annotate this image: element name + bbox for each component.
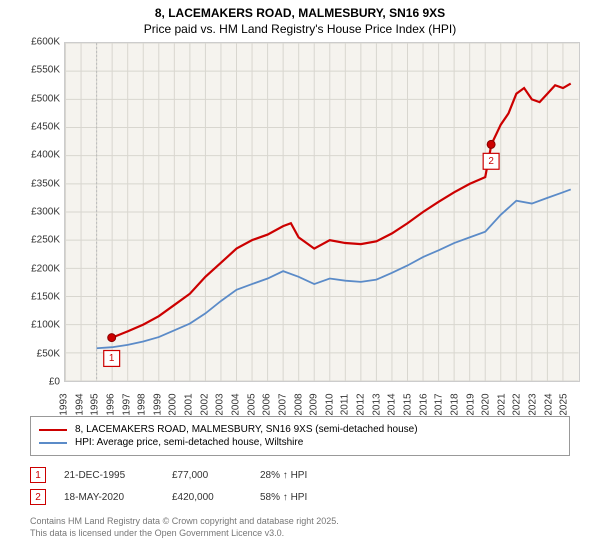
note-row: 2 18-MAY-2020 £420,000 58% ↑ HPI xyxy=(30,486,570,508)
legend-label-hpi: HPI: Average price, semi-detached house,… xyxy=(75,437,303,448)
chart-subtitle: Price paid vs. HM Land Registry's House … xyxy=(0,22,600,42)
legend-row-property: 8, LACEMAKERS ROAD, MALMESBURY, SN16 9XS… xyxy=(39,423,561,436)
footer: Contains HM Land Registry data © Crown c… xyxy=(30,516,570,539)
note-date-2: 18-MAY-2020 xyxy=(64,492,154,503)
plot-svg: 12 xyxy=(65,43,579,381)
swatch-property xyxy=(39,429,67,431)
legend-row-hpi: HPI: Average price, semi-detached house,… xyxy=(39,436,561,449)
note-delta-2: 58% ↑ HPI xyxy=(260,492,307,503)
note-price-2: £420,000 xyxy=(172,492,242,503)
note-delta-1: 28% ↑ HPI xyxy=(260,470,307,481)
swatch-hpi xyxy=(39,442,67,444)
note-date-1: 21-DEC-1995 xyxy=(64,470,154,481)
note-price-1: £77,000 xyxy=(172,470,242,481)
note-tag-1: 1 xyxy=(30,467,46,483)
footer-line-2: This data is licensed under the Open Gov… xyxy=(30,528,570,540)
plot-area: 12 xyxy=(64,42,580,382)
legend: 8, LACEMAKERS ROAD, MALMESBURY, SN16 9XS… xyxy=(30,416,570,456)
chart-container: 8, LACEMAKERS ROAD, MALMESBURY, SN16 9XS… xyxy=(0,0,600,560)
svg-text:1: 1 xyxy=(109,353,115,364)
note-row: 1 21-DEC-1995 £77,000 28% ↑ HPI xyxy=(30,464,570,486)
svg-text:2: 2 xyxy=(488,156,494,167)
footer-line-1: Contains HM Land Registry data © Crown c… xyxy=(30,516,570,528)
legend-label-property: 8, LACEMAKERS ROAD, MALMESBURY, SN16 9XS… xyxy=(75,424,418,435)
note-tag-2: 2 xyxy=(30,489,46,505)
sale-notes: 1 21-DEC-1995 £77,000 28% ↑ HPI 2 18-MAY… xyxy=(30,464,570,508)
chart-area: £0£50K£100K£150K£200K£250K£300K£350K£400… xyxy=(20,42,580,412)
chart-title: 8, LACEMAKERS ROAD, MALMESBURY, SN16 9XS xyxy=(0,0,600,22)
